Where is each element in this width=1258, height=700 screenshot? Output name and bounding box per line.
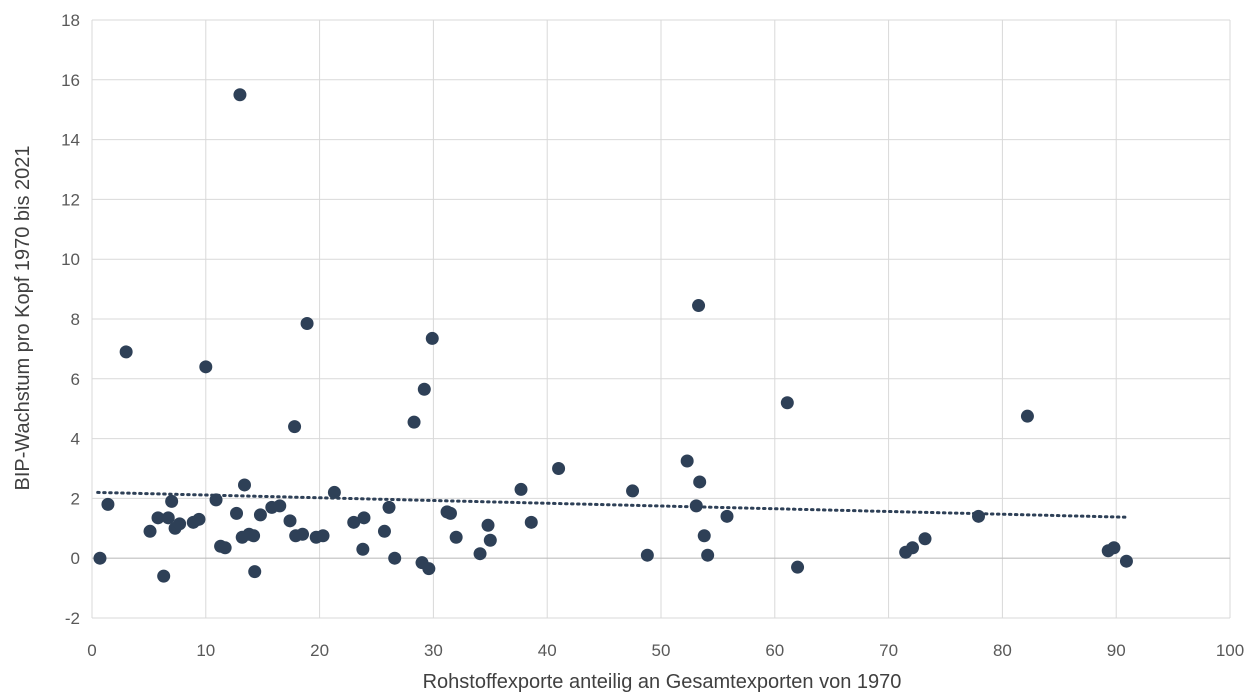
trendline-group — [96, 490, 1130, 519]
x-axis-title: Rohstoffexporte anteilig an Gesamtexport… — [423, 671, 902, 693]
x-tick-label: 30 — [424, 641, 443, 660]
data-point — [151, 511, 165, 525]
data-point — [524, 515, 538, 529]
y-tick-labels: -2 0 2 4 6 8 10 12 14 16 18 — [61, 11, 80, 628]
data-point — [377, 524, 391, 538]
data-point — [101, 497, 115, 511]
x-tick-label: 50 — [652, 641, 671, 660]
data-point — [1119, 554, 1133, 568]
trendline — [96, 490, 1130, 519]
data-point — [701, 548, 715, 562]
y-axis-title: BIP-Wachstum pro Kopf 1970 bis 2021 — [12, 146, 34, 491]
data-point — [443, 506, 457, 520]
x-tick-label: 90 — [1107, 641, 1126, 660]
x-tick-label: 80 — [993, 641, 1012, 660]
data-point — [288, 420, 302, 434]
data-point — [680, 454, 694, 468]
data-point — [296, 527, 310, 541]
data-point — [720, 509, 734, 523]
data-points — [93, 88, 1133, 583]
data-point — [199, 360, 213, 374]
data-point — [693, 475, 707, 489]
x-tick-label: 70 — [879, 641, 898, 660]
data-point — [119, 345, 133, 359]
data-point — [173, 517, 187, 531]
data-point — [230, 506, 244, 520]
data-point — [248, 565, 262, 579]
data-point — [357, 511, 371, 525]
y-tick-label: 18 — [61, 11, 80, 30]
data-point — [356, 542, 370, 556]
data-point — [780, 396, 794, 410]
data-point — [347, 515, 361, 529]
data-point — [273, 499, 287, 513]
data-point — [388, 551, 402, 565]
data-point — [481, 518, 495, 532]
x-tick-label: 40 — [538, 641, 557, 660]
data-point — [972, 509, 986, 523]
y-tick-label: 8 — [71, 310, 80, 329]
data-point — [209, 493, 223, 507]
data-point — [483, 533, 497, 547]
data-point — [552, 462, 566, 475]
data-point — [327, 485, 341, 499]
data-point — [218, 541, 232, 555]
y-tick-label: 0 — [71, 549, 80, 568]
data-point — [640, 548, 654, 562]
y-tick-label: -2 — [65, 609, 80, 628]
data-point — [247, 529, 261, 543]
data-point — [425, 331, 439, 345]
y-tick-label: 10 — [61, 250, 80, 269]
y-tick-label: 2 — [71, 489, 80, 508]
data-point — [157, 569, 171, 583]
data-point — [918, 532, 932, 546]
data-point — [283, 514, 297, 528]
grid — [91, 19, 1231, 619]
data-point — [192, 512, 206, 526]
data-point — [697, 529, 711, 543]
data-point — [161, 511, 175, 525]
data-point — [316, 529, 330, 543]
x-tick-label: 60 — [765, 641, 784, 660]
y-tick-label: 16 — [61, 71, 80, 90]
data-point — [93, 551, 107, 565]
data-point — [791, 560, 805, 574]
y-tick-label: 14 — [61, 131, 80, 150]
x-tick-label: 20 — [310, 641, 329, 660]
y-tick-label: 4 — [71, 430, 80, 449]
data-point — [300, 316, 314, 330]
data-point — [626, 484, 640, 498]
x-tick-labels: 0 10 20 30 40 50 60 70 80 90 100 — [87, 641, 1244, 660]
data-point — [407, 415, 421, 429]
data-point — [422, 562, 436, 576]
data-point — [1020, 409, 1034, 423]
x-tick-label: 10 — [196, 641, 215, 660]
data-point — [473, 547, 487, 561]
data-point — [233, 88, 247, 102]
data-point — [417, 382, 431, 396]
data-point — [143, 524, 157, 538]
x-tick-label: 100 — [1216, 641, 1244, 660]
x-tick-label: 0 — [87, 641, 96, 660]
data-point — [514, 482, 528, 496]
data-point — [905, 541, 919, 555]
data-point — [165, 494, 179, 508]
data-point — [1107, 541, 1121, 555]
data-point — [382, 500, 396, 514]
data-point — [449, 530, 463, 544]
data-point — [689, 499, 703, 513]
y-tick-label: 6 — [71, 370, 80, 389]
y-tick-label: 12 — [61, 190, 80, 209]
data-point — [237, 478, 251, 492]
data-point — [253, 508, 267, 522]
data-point — [692, 299, 706, 313]
